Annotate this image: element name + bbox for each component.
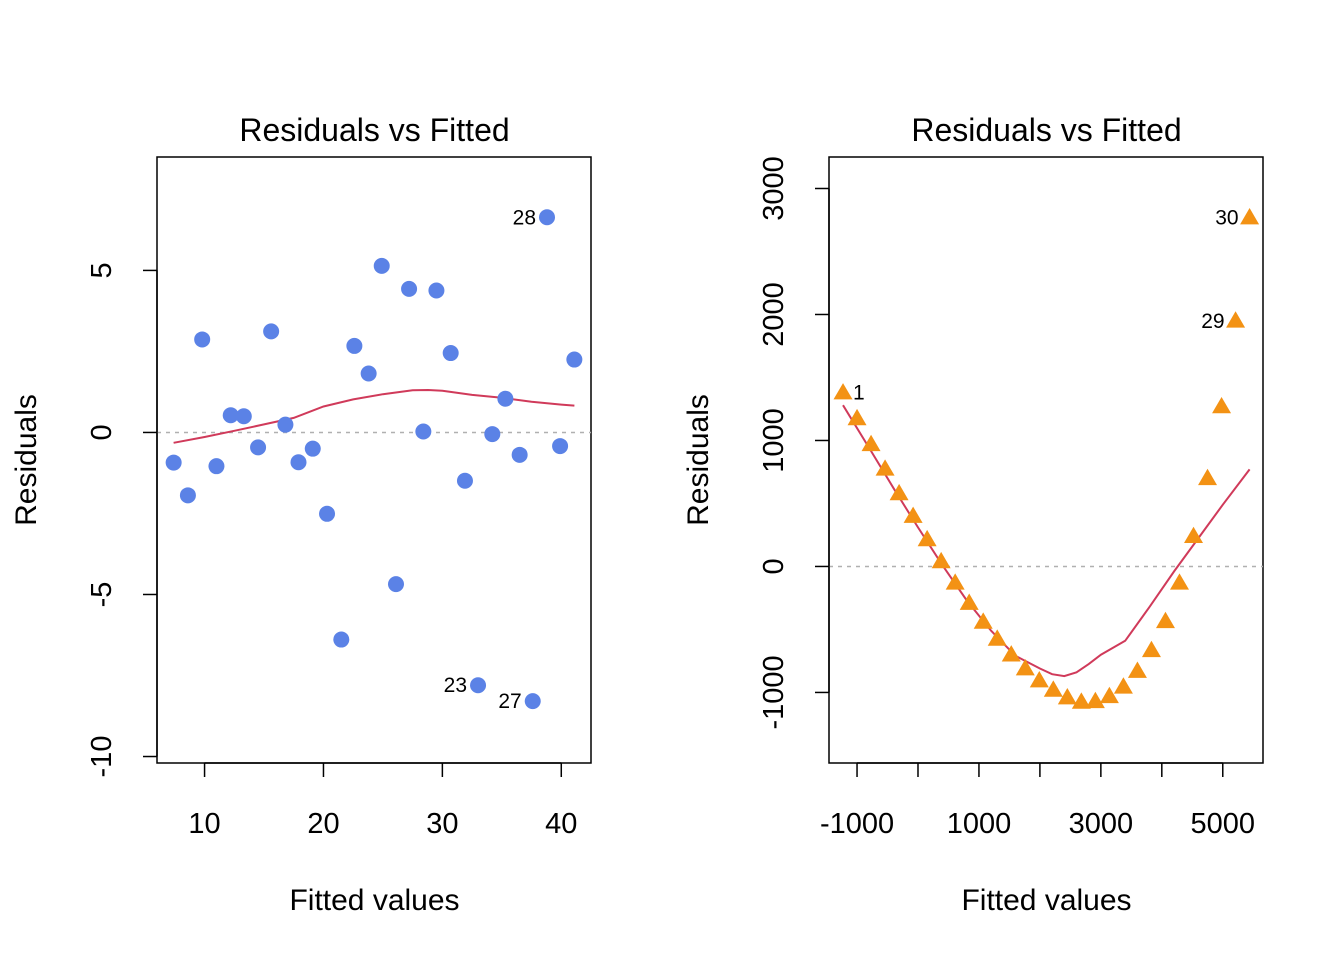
left-data-point [290, 454, 307, 471]
right-data-point [889, 483, 909, 501]
right-data-point [1141, 640, 1161, 658]
left-data-point [277, 416, 294, 433]
left-data-point [497, 390, 514, 407]
left-data-point [194, 331, 211, 348]
left-data-point [387, 576, 404, 593]
left-y-tick-label: 5 [86, 262, 118, 278]
left-point-label: 28 [513, 206, 536, 229]
left-data-point [401, 280, 418, 297]
right-point-label: 29 [1201, 310, 1224, 333]
left-data-point [470, 677, 487, 694]
left-data-point [415, 423, 432, 440]
left-data-point [179, 487, 196, 504]
right-data-point [1029, 670, 1049, 688]
left-y-axis-label: Residuals [10, 394, 43, 526]
right-data-point [1099, 686, 1119, 704]
right-chart-title: Residuals vs Fitted [911, 112, 1181, 148]
right-data-point [945, 573, 965, 590]
left-plot-frame [156, 156, 592, 764]
left-data-point [524, 693, 541, 710]
right-x-tick-label: 5000 [1191, 808, 1256, 840]
right-data-point [847, 408, 867, 426]
right-point-label: 30 [1215, 206, 1238, 229]
right-y-tick-label: 2000 [758, 282, 790, 347]
left-data-point [208, 458, 225, 475]
right-data-point [1240, 207, 1260, 225]
left-data-point [539, 209, 556, 226]
right-x-tick-label: 3000 [1069, 808, 1134, 840]
right-smooth-line [842, 404, 1251, 678]
left-data-point [333, 631, 350, 648]
right-data-point [1212, 396, 1232, 414]
right-data-point [833, 383, 853, 400]
right-data-point [1057, 687, 1077, 705]
left-data-point [484, 426, 501, 443]
left-data-point [360, 365, 377, 382]
left-data-point [222, 407, 239, 424]
right-data-point [987, 629, 1007, 646]
right-y-tick-label: 3000 [758, 156, 790, 221]
right-data-point [917, 529, 937, 547]
right-data-point [1071, 692, 1091, 709]
left-point-label: 27 [498, 690, 521, 713]
right-x-tick-label: -1000 [820, 808, 894, 840]
left-data-point [346, 337, 363, 354]
right-point-label: 1 [853, 382, 865, 405]
right-data-point [875, 459, 895, 476]
left-data-point [263, 323, 280, 340]
left-x-tick-label: 20 [307, 808, 339, 840]
right-y-tick-label: 1000 [758, 408, 790, 473]
left-x-tick-label: 30 [426, 808, 458, 840]
right-data-point [931, 551, 951, 569]
left-data-point [304, 440, 321, 457]
left-chart-title: Residuals vs Fitted [239, 112, 509, 148]
left-y-tick-label: -5 [86, 582, 118, 608]
right-data-point [1184, 526, 1204, 544]
left-data-point [566, 351, 583, 368]
left-x-axis-label: Fitted values [289, 884, 459, 917]
left-smooth-line [173, 388, 575, 444]
right-data-point [1127, 661, 1147, 678]
left-data-point [456, 472, 473, 489]
right-data-point [1001, 645, 1021, 662]
right-data-point [1085, 691, 1105, 709]
left-data-point [235, 408, 252, 425]
left-data-point [373, 257, 390, 274]
left-residuals-panel: Residuals vs Fitted Fitted values Residu… [10, 112, 592, 917]
right-x-axis-label: Fitted values [961, 884, 1131, 917]
left-data-point [552, 438, 569, 455]
left-data-point [250, 439, 267, 456]
left-data-point [165, 454, 182, 471]
right-y-axis-label: Residuals [682, 394, 715, 526]
right-y-tick-label: -1000 [758, 655, 790, 729]
right-data-point [1113, 677, 1133, 694]
right-residuals-panel: Residuals vs Fitted Fitted values Residu… [682, 112, 1264, 917]
left-y-tick-label: 0 [86, 424, 118, 440]
right-data-point [903, 506, 923, 523]
right-x-tick-label: 1000 [947, 808, 1012, 840]
right-data-point [1198, 468, 1218, 486]
left-data-point [511, 446, 528, 463]
right-data-point [1043, 680, 1063, 697]
left-point-label: 23 [444, 674, 467, 697]
right-data-point [1015, 659, 1035, 676]
right-data-point [1155, 611, 1175, 629]
left-data-point [442, 345, 459, 362]
left-data-point [428, 282, 445, 299]
right-data-point [861, 434, 881, 452]
left-x-tick-label: 10 [188, 808, 220, 840]
right-data-point [973, 612, 993, 629]
right-y-tick-label: 0 [758, 558, 790, 574]
right-data-point [1226, 311, 1246, 328]
left-x-tick-label: 40 [545, 808, 577, 840]
left-data-point [319, 505, 336, 522]
right-data-point [1169, 573, 1189, 590]
right-data-point [959, 593, 979, 610]
left-y-tick-label: -10 [86, 736, 118, 778]
